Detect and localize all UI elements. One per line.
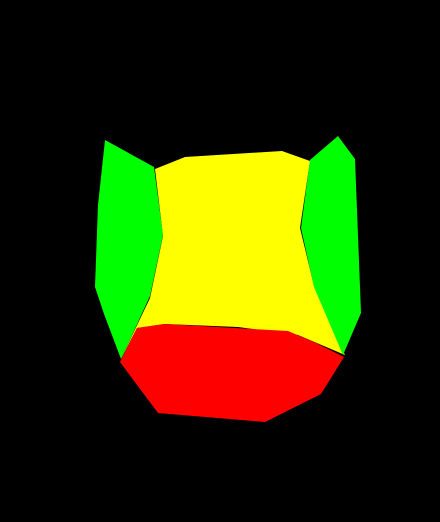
red-bottom-face <box>120 324 344 422</box>
yellow-front-face <box>120 151 345 361</box>
right-green-face <box>301 136 361 355</box>
left-green-face <box>95 140 163 359</box>
